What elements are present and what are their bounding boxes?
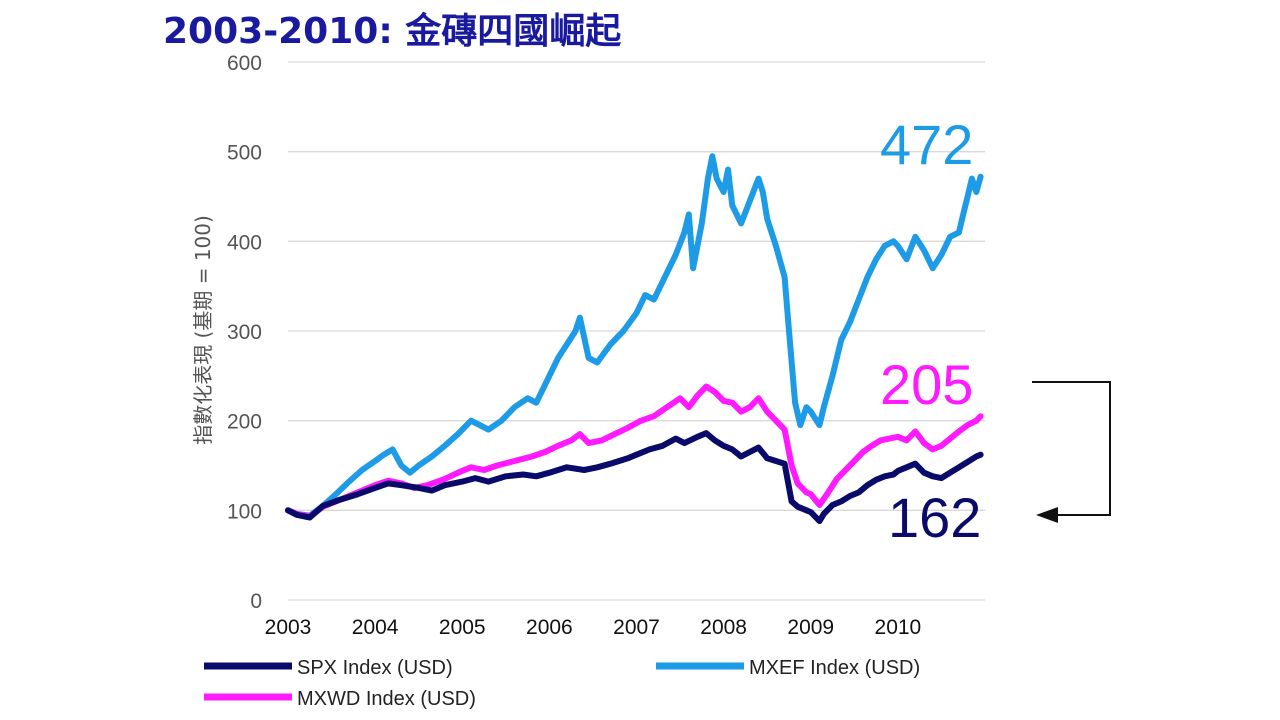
legend-label-spx: SPX Index (USD) xyxy=(297,657,453,679)
y-axis-label: 指數化表現 (基期 = 100) xyxy=(191,215,215,445)
series-line-spx xyxy=(285,430,984,525)
x-tick-label: 2010 xyxy=(875,616,922,639)
y-tick-label: 600 xyxy=(227,52,262,75)
y-tick-label: 400 xyxy=(227,231,262,254)
spx-end-label: 162 xyxy=(888,486,981,549)
bracket-arrow xyxy=(1032,381,1111,523)
x-tick-label: 2005 xyxy=(439,616,486,639)
x-tick-label: 2003 xyxy=(265,616,312,639)
y-tick-label: 100 xyxy=(227,500,262,523)
series-lines xyxy=(285,153,984,525)
mxwd-end-label: 205 xyxy=(880,353,973,416)
mxef-end-label: 472 xyxy=(880,113,973,176)
y-axis-ticks: 0 100 200 300 400 500 600 xyxy=(227,52,262,613)
series-line-mxef xyxy=(285,153,984,519)
y-tick-label: 0 xyxy=(250,590,262,613)
legend-label-mxwd: MXWD Index (USD) xyxy=(297,688,476,710)
series-line-mxwd xyxy=(285,383,984,520)
x-tick-label: 2004 xyxy=(352,616,399,639)
y-tick-label: 200 xyxy=(227,411,262,434)
x-axis-ticks: 2003 2004 2005 2006 2007 2008 2009 2010 xyxy=(265,616,922,639)
x-tick-label: 2008 xyxy=(700,616,747,639)
x-tick-label: 2007 xyxy=(613,616,660,639)
x-tick-label: 2006 xyxy=(526,616,573,639)
y-tick-label: 300 xyxy=(227,321,262,344)
legend-label-mxef: MXEF Index (USD) xyxy=(749,657,920,679)
y-tick-label: 500 xyxy=(227,142,262,165)
legend: SPX Index (USD) MXEF Index (USD) MXWD In… xyxy=(204,657,920,710)
chart-title: 2003-2010: 金磚四國崛起 xyxy=(163,11,622,52)
x-tick-label: 2009 xyxy=(787,616,834,639)
